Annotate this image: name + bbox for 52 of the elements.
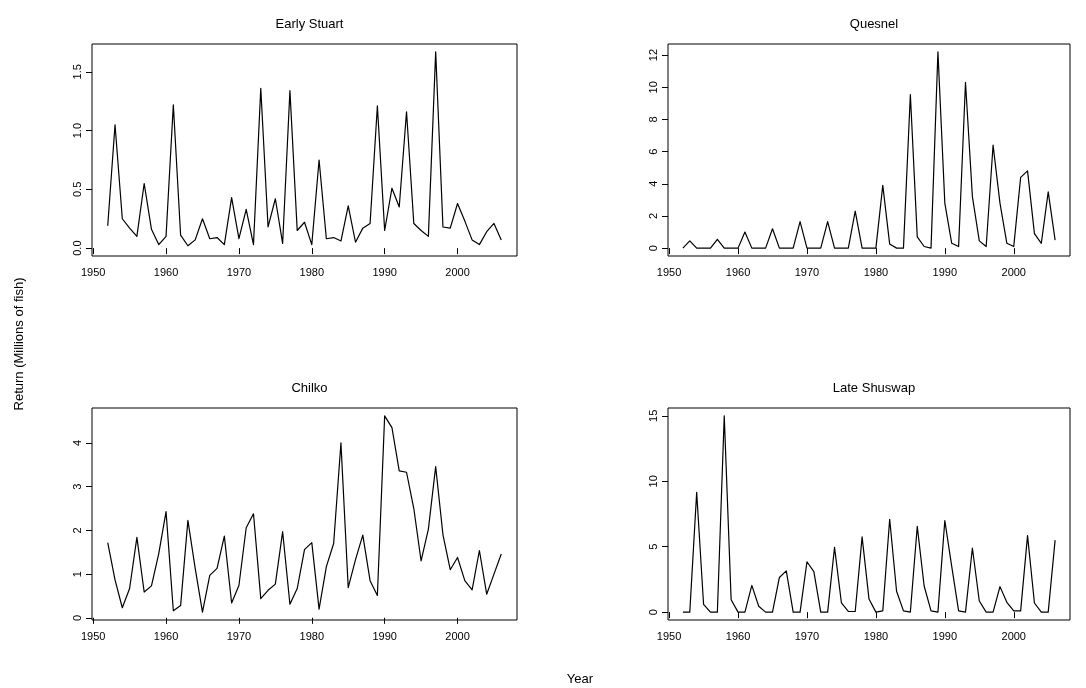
- x-tick-label: 1990: [372, 629, 397, 642]
- x-tick-label: 1980: [299, 265, 325, 278]
- y-tick-label: 12: [646, 48, 659, 62]
- chart-title: Late Shuswap: [832, 380, 916, 395]
- y-tick-label: 1: [70, 571, 83, 578]
- x-tick-label: 1960: [153, 629, 179, 642]
- y-tick-label: 5: [646, 543, 659, 550]
- x-tick-label: 2000: [445, 265, 470, 278]
- x-tick-label: 1960: [725, 265, 751, 278]
- chart-title: Chilko: [291, 380, 328, 395]
- y-tick-label: 0.0: [70, 240, 83, 256]
- x-tick-label: 1970: [794, 629, 820, 642]
- line-series: [107, 415, 502, 613]
- x-tick-label: 1990: [372, 265, 397, 278]
- x-tick-label: 1980: [863, 629, 889, 642]
- y-tick-label: 2: [646, 212, 659, 220]
- x-tick-label: 1970: [226, 629, 252, 642]
- y-tick-label: 1.5: [70, 64, 83, 80]
- x-tick-label: 1980: [299, 629, 325, 642]
- y-tick-label: 4: [646, 180, 659, 187]
- chart-title: Early Stuart: [275, 16, 344, 31]
- y-tick-label: 3: [70, 483, 83, 490]
- y-tick-label: 0.5: [70, 181, 83, 198]
- x-tick-label: 2000: [445, 629, 470, 642]
- x-tick-label: 1960: [725, 629, 751, 642]
- y-tick-label: 1.0: [70, 122, 83, 139]
- y-tick-label: 0: [646, 245, 659, 252]
- y-axis-title: Return (Millions of fish): [10, 277, 26, 411]
- x-tick-label: 2000: [1001, 629, 1026, 642]
- y-tick-label: 10: [646, 475, 659, 488]
- x-tick-label: 1950: [80, 265, 106, 278]
- x-axis-title: Year: [566, 670, 594, 686]
- y-tick-label: 6: [646, 148, 659, 155]
- x-tick-label: 1990: [932, 629, 958, 642]
- y-tick-label: 15: [646, 409, 659, 422]
- y-tick-label: 10: [646, 81, 659, 94]
- y-tick-label: 0: [646, 609, 659, 616]
- x-tick-label: 1990: [932, 265, 958, 278]
- y-tick-label: 4: [70, 439, 83, 447]
- x-tick-label: 1950: [80, 629, 106, 642]
- x-tick-label: 1970: [226, 265, 252, 278]
- y-tick-label: 2: [70, 527, 83, 534]
- chart-title: Quesnel: [849, 16, 899, 31]
- y-tick-label: 0: [70, 614, 83, 621]
- y-tick-label: 8: [646, 116, 659, 123]
- x-tick-label: 2000: [1001, 265, 1026, 278]
- x-tick-label: 1960: [153, 265, 179, 278]
- x-tick-label: 1980: [863, 265, 889, 278]
- x-tick-label: 1950: [656, 265, 682, 278]
- line-series: [107, 51, 502, 247]
- x-tick-label: 1950: [656, 629, 682, 642]
- x-tick-label: 1970: [794, 265, 820, 278]
